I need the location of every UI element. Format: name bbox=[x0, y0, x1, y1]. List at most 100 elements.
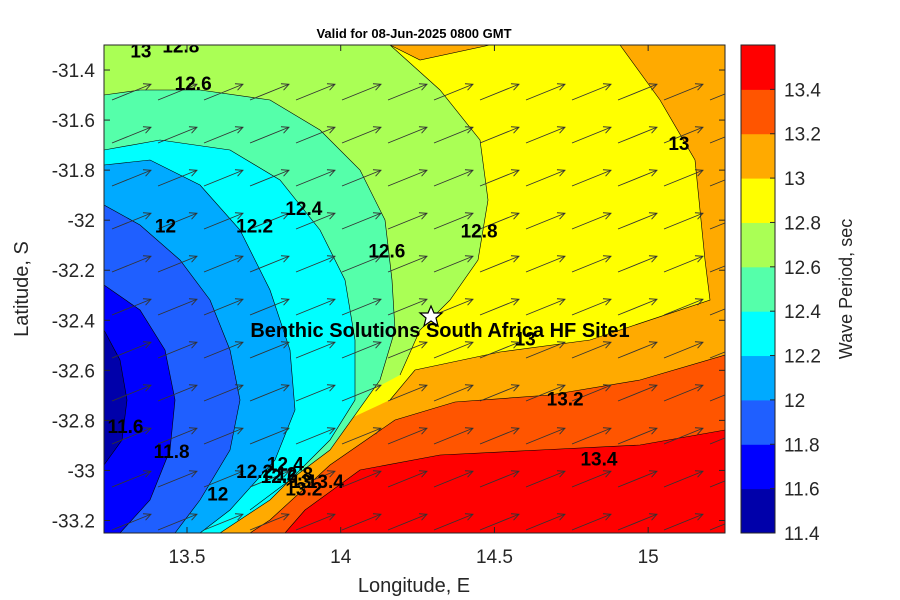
current-arrow bbox=[157, 384, 198, 402]
current-arrow bbox=[433, 255, 474, 273]
current-arrow bbox=[111, 341, 152, 359]
current-arrow bbox=[571, 169, 612, 187]
contour-label: 13 bbox=[668, 134, 689, 155]
current-arrow bbox=[250, 557, 289, 573]
colorbar-tick-label: 12.4 bbox=[784, 302, 821, 323]
current-arrow bbox=[617, 427, 658, 445]
colorbar-tick-label: 13 bbox=[784, 169, 805, 190]
current-arrow bbox=[111, 212, 152, 230]
current-arrow bbox=[433, 212, 474, 230]
current-arrow bbox=[341, 126, 382, 144]
current-arrow bbox=[387, 126, 428, 144]
current-arrow bbox=[479, 298, 520, 316]
contour-label: 12.6 bbox=[175, 74, 212, 95]
current-arrow bbox=[433, 298, 474, 316]
current-arrow bbox=[295, 255, 336, 273]
current-arrow bbox=[295, 513, 336, 531]
current-arrow bbox=[203, 341, 244, 359]
current-arrow bbox=[709, 351, 725, 359]
current-arrow bbox=[111, 427, 152, 445]
current-arrow bbox=[249, 83, 290, 101]
current-arrow bbox=[571, 341, 612, 359]
current-arrow bbox=[663, 212, 704, 230]
current-arrow bbox=[617, 83, 658, 101]
current-arrow bbox=[157, 298, 198, 316]
contour-label: 13.2 bbox=[547, 389, 584, 410]
current-arrow bbox=[111, 298, 152, 316]
current-arrow bbox=[249, 384, 290, 402]
current-arrow bbox=[709, 523, 725, 531]
current-arrow bbox=[709, 136, 725, 144]
colorbar-band bbox=[741, 355, 775, 401]
current-arrow bbox=[571, 470, 612, 488]
current-arrow bbox=[249, 212, 290, 230]
current-arrow bbox=[433, 341, 474, 359]
colorbar-tick-label: 13.4 bbox=[784, 80, 821, 101]
x-axis-label: Longitude, E bbox=[358, 575, 470, 597]
current-arrow bbox=[387, 169, 428, 187]
current-arrow bbox=[111, 470, 152, 488]
current-arrow bbox=[709, 480, 725, 488]
current-arrow bbox=[663, 169, 704, 187]
current-arrow bbox=[111, 169, 152, 187]
current-arrow bbox=[479, 255, 520, 273]
current-arrow bbox=[709, 265, 725, 273]
current-arrows bbox=[111, 83, 749, 573]
current-arrow bbox=[203, 427, 244, 445]
current-arrow bbox=[204, 557, 243, 573]
contour-label: 11.8 bbox=[154, 442, 190, 463]
colorbar-tick-label: 13.2 bbox=[784, 125, 821, 146]
x-tick-label: 14.5 bbox=[476, 547, 513, 568]
y-tick-label: -32.4 bbox=[52, 311, 96, 332]
contour-fill-layer: 13 12.812.61312.412.21212.612.81313.213.4… bbox=[104, 45, 749, 573]
current-arrow bbox=[664, 557, 703, 573]
colorbar-band bbox=[741, 399, 775, 445]
current-arrow bbox=[249, 298, 290, 316]
current-arrow bbox=[433, 470, 474, 488]
current-arrow bbox=[525, 470, 566, 488]
colorbar-tick-label: 12.2 bbox=[784, 347, 821, 368]
y-axis-label: Latitude, S bbox=[11, 241, 33, 337]
current-arrow bbox=[295, 169, 336, 187]
y-tick-label: -31.6 bbox=[52, 111, 95, 132]
current-arrow bbox=[341, 255, 382, 273]
current-arrow bbox=[157, 513, 198, 531]
current-arrow bbox=[157, 212, 198, 230]
colorbar-band bbox=[741, 311, 775, 357]
current-arrow bbox=[295, 298, 336, 316]
current-arrow bbox=[387, 83, 428, 101]
current-arrow bbox=[479, 384, 520, 402]
colorbar-band bbox=[741, 488, 775, 534]
contour-label: 13 bbox=[290, 472, 311, 493]
current-arrow bbox=[433, 126, 474, 144]
current-arrow bbox=[479, 470, 520, 488]
current-arrow bbox=[709, 179, 725, 187]
current-arrow bbox=[341, 83, 382, 101]
current-arrow bbox=[571, 255, 612, 273]
contour-label: 12.2 bbox=[236, 217, 273, 238]
current-arrow bbox=[617, 126, 658, 144]
current-arrow bbox=[203, 126, 244, 144]
colorbar-tick-label: 11.8 bbox=[784, 435, 820, 456]
current-arrow bbox=[710, 557, 749, 573]
current-arrow bbox=[663, 341, 704, 359]
colorbar-tick-label: 12.6 bbox=[784, 258, 821, 279]
star-icon[interactable] bbox=[418, 304, 444, 328]
y-tick-label: -33.2 bbox=[52, 511, 95, 532]
band-11-4 bbox=[104, 330, 127, 465]
contour-label: 13 bbox=[515, 329, 536, 350]
current-arrow bbox=[295, 470, 336, 488]
current-arrow bbox=[387, 298, 428, 316]
band-13-4 bbox=[285, 430, 725, 533]
current-arrow bbox=[571, 83, 612, 101]
current-arrow bbox=[157, 427, 198, 445]
current-arrow bbox=[203, 513, 244, 531]
current-arrow bbox=[617, 513, 658, 531]
colorbar-band bbox=[741, 178, 775, 223]
colorbar-band bbox=[741, 133, 775, 179]
site-marker[interactable]: Benthic Solutions South Africa HF Site1 bbox=[250, 304, 630, 342]
map-frame bbox=[103, 44, 726, 534]
current-arrow bbox=[157, 126, 198, 144]
colorbar-band bbox=[741, 266, 775, 312]
contour-label: 12 bbox=[155, 217, 176, 238]
